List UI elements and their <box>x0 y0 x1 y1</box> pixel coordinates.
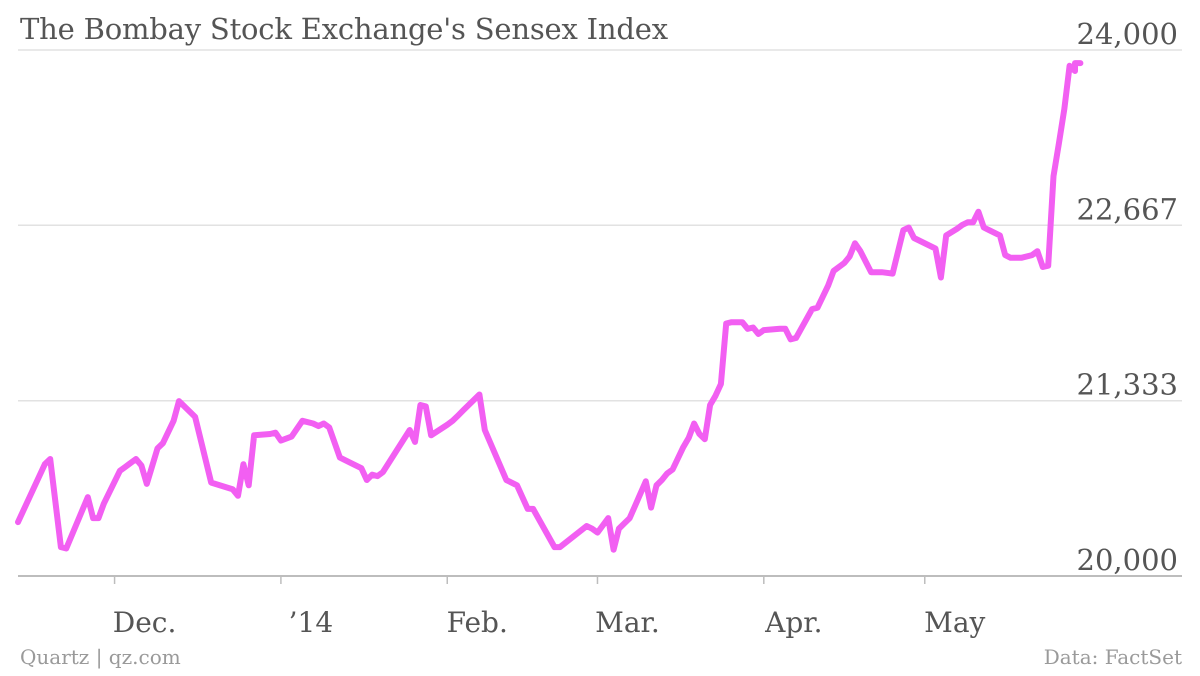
series-line <box>15 60 1084 553</box>
data-source: Data: FactSet <box>1043 645 1182 669</box>
y-axis-tick-labels: 24,000 22,667 21,333 20,000 <box>1077 17 1178 577</box>
y-tick-label: 22,667 <box>1077 192 1178 226</box>
gridlines <box>18 49 1182 577</box>
x-tick-label: ’14 <box>289 606 334 639</box>
chart-title: The Bombay Stock Exchange's Sensex Index <box>20 12 668 46</box>
y-tick-label: 24,000 <box>1077 17 1178 51</box>
x-tick-label: Feb. <box>447 606 508 639</box>
x-tick-label: Apr. <box>764 606 822 639</box>
y-tick-label: 20,000 <box>1077 543 1178 577</box>
x-tick-label: Dec. <box>113 606 177 639</box>
x-tick-label: Mar. <box>595 606 660 639</box>
x-axis-ticks: Dec. ’14 Feb. Mar. Apr. May <box>113 576 986 639</box>
y-tick-label: 21,333 <box>1077 368 1178 402</box>
series-group <box>15 60 1084 553</box>
x-tick-label: May <box>924 606 985 639</box>
source-credit: Quartz | qz.com <box>20 645 181 669</box>
